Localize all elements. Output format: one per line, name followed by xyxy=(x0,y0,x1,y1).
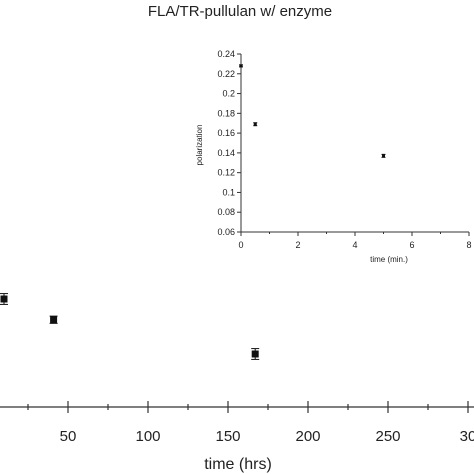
inset-y-tick-label: 0.14 xyxy=(217,148,235,158)
inset-y-tick-label: 0.18 xyxy=(217,108,235,118)
inset-x-tick-label: 0 xyxy=(238,240,243,250)
main-data-point xyxy=(50,316,58,324)
inset-x-tick-label: 2 xyxy=(295,240,300,250)
inset-chart: 0.06 0.08 0.1 0.12 0.14 0.16 0.18 0.2 0.22 0.24 0 2… xyxy=(217,49,471,250)
inset-y-tick-label: 0.22 xyxy=(217,69,235,79)
inset-data-point xyxy=(253,122,257,126)
inset-x-tick-label: 8 xyxy=(466,240,471,250)
inset-y-tick-label: 0.08 xyxy=(217,207,235,217)
main-data-point xyxy=(251,350,259,358)
main-x-tick-label: 150 xyxy=(215,428,240,445)
inset-y-tick-label: 0.24 xyxy=(217,49,235,59)
inset-y-tick-label: 0.12 xyxy=(217,168,235,178)
main-x-tick-label: 250 xyxy=(375,428,400,445)
inset-y-tick-label: 0.06 xyxy=(217,227,235,237)
inset-x-tick-label: 6 xyxy=(409,240,414,250)
inset-y-tick-label: 0.16 xyxy=(217,128,235,138)
inset-data-point xyxy=(382,154,385,158)
chart-title: FLA/TR-pullulan w/ enzyme xyxy=(148,3,332,20)
main-x-tick-label: 100 xyxy=(135,428,160,445)
main-x-axis-label: time (hrs) xyxy=(204,456,272,473)
inset-y-tick-label: 0.2 xyxy=(222,89,235,99)
inset-x-tick-label: 4 xyxy=(352,240,357,250)
main-x-tick-label: 30 xyxy=(460,428,474,445)
main-x-tick-label: 200 xyxy=(295,428,320,445)
inset-y-axis-label: polarization xyxy=(195,125,204,166)
inset-x-axis-label: time (min.) xyxy=(370,255,408,264)
main-x-tick-label: 50 xyxy=(60,428,77,445)
inset-y-tick-label: 0.1 xyxy=(222,187,235,197)
main-data-point xyxy=(0,295,8,303)
main-chart: 50 100 150 200 250 30 xyxy=(0,293,474,445)
inset-data-point xyxy=(239,64,243,68)
